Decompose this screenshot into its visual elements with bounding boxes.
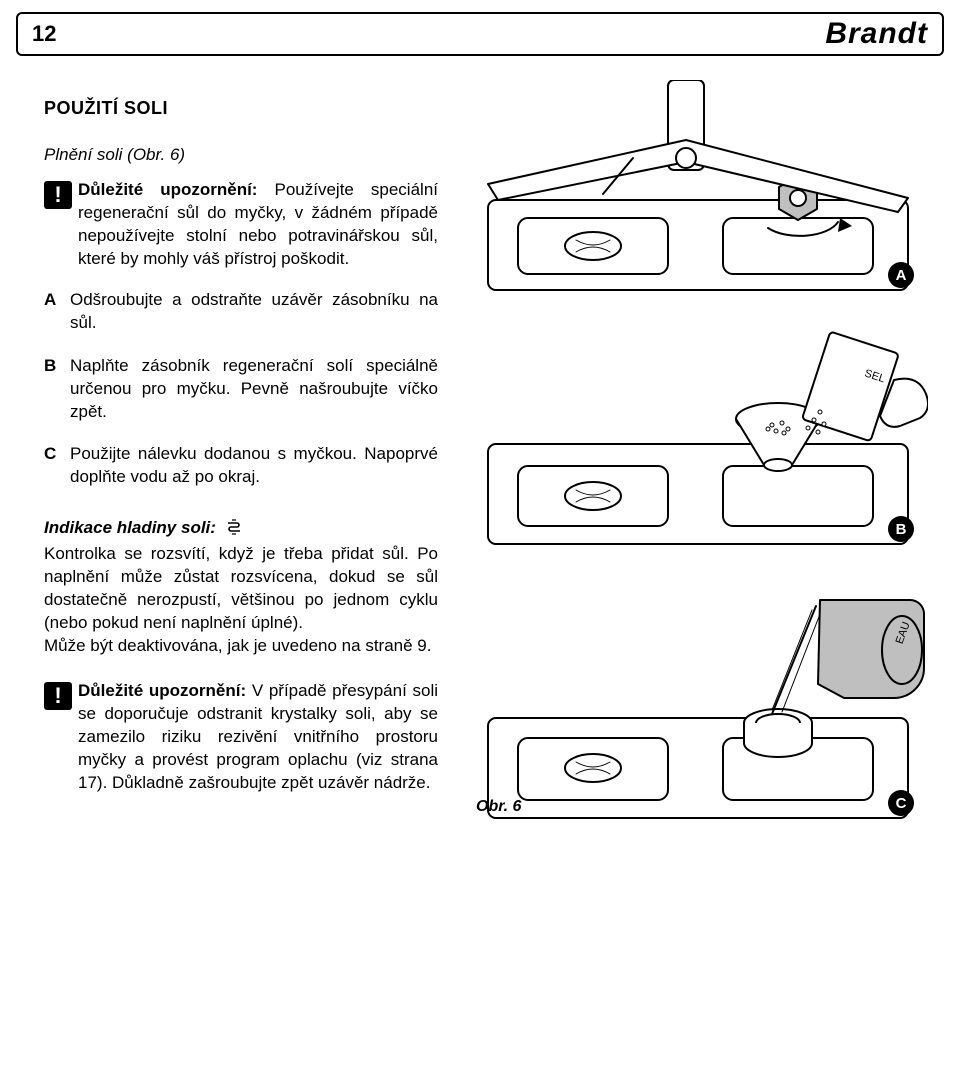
- indicator-section: Indikace hladiny soli: Kontrolka se rozs…: [44, 517, 438, 658]
- warning-2-body: Důležité upozornění: V případě přesypání…: [78, 680, 438, 795]
- page-body: POUŽITÍ SOLI Plnění soli (Obr. 6) Důleži…: [0, 80, 960, 828]
- figure-a: A: [468, 80, 928, 300]
- step-a: A Odšroubujte a odstraňte uzávěr zásobní…: [44, 289, 438, 335]
- indicator-body2: Může být deaktivována, jak je uvedeno na…: [44, 636, 431, 655]
- step-b-text: Naplňte zásobník regenerační solí speciá…: [70, 355, 438, 424]
- warning-1-body: Důležité upozornění: Používejte speciáln…: [78, 179, 438, 271]
- warning-icon: [44, 181, 72, 209]
- text-column: POUŽITÍ SOLI Plnění soli (Obr. 6) Důleži…: [44, 80, 468, 828]
- indicator-body: Kontrolka se rozsvítí, když je třeba při…: [44, 544, 438, 632]
- warning-1: Důležité upozornění: Používejte speciáln…: [44, 179, 438, 271]
- figure-c-label: C: [888, 790, 914, 816]
- section-title: POUŽITÍ SOLI: [44, 98, 438, 119]
- page: 12 Brandt POUŽITÍ SOLI Plnění soli (Obr.…: [0, 12, 960, 868]
- filling-heading: Plnění soli (Obr. 6): [44, 145, 438, 165]
- figure-b-label: B: [888, 516, 914, 542]
- figure-caption: Obr. 6: [476, 798, 521, 816]
- steps-list: A Odšroubujte a odstraňte uzávěr zásobní…: [44, 289, 438, 490]
- warning-2-lead: Důležité upozornění:: [78, 681, 246, 700]
- figure-column: A: [468, 80, 928, 828]
- step-a-letter: A: [44, 289, 70, 335]
- step-c-letter: C: [44, 443, 70, 489]
- figure-stack: A: [468, 80, 928, 828]
- figure-c: EAU C Obr. 6: [468, 578, 928, 828]
- brand-logo: Brandt: [825, 17, 928, 51]
- salt-level-icon: [225, 518, 243, 543]
- figure-a-label: A: [888, 262, 914, 288]
- warning-2: Důležité upozornění: V případě přesypání…: [44, 680, 438, 795]
- figure-b: SEL B: [468, 324, 928, 554]
- step-b-letter: B: [44, 355, 70, 424]
- step-a-text: Odšroubujte a odstraňte uzávěr zásobníku…: [70, 289, 438, 335]
- step-b: B Naplňte zásobník regenerační solí spec…: [44, 355, 438, 424]
- step-c: C Použijte nálevku dodanou s myčkou. Nap…: [44, 443, 438, 489]
- step-c-text: Použijte nálevku dodanou s myčkou. Napop…: [70, 443, 438, 489]
- warning-icon: [44, 682, 72, 710]
- page-number: 12: [32, 21, 56, 47]
- page-header: 12 Brandt: [16, 12, 944, 56]
- indicator-para: Indikace hladiny soli: Kontrolka se rozs…: [44, 517, 438, 658]
- indicator-heading: Indikace hladiny soli:: [44, 518, 216, 537]
- warning-1-lead: Důležité upozornění:: [78, 180, 257, 199]
